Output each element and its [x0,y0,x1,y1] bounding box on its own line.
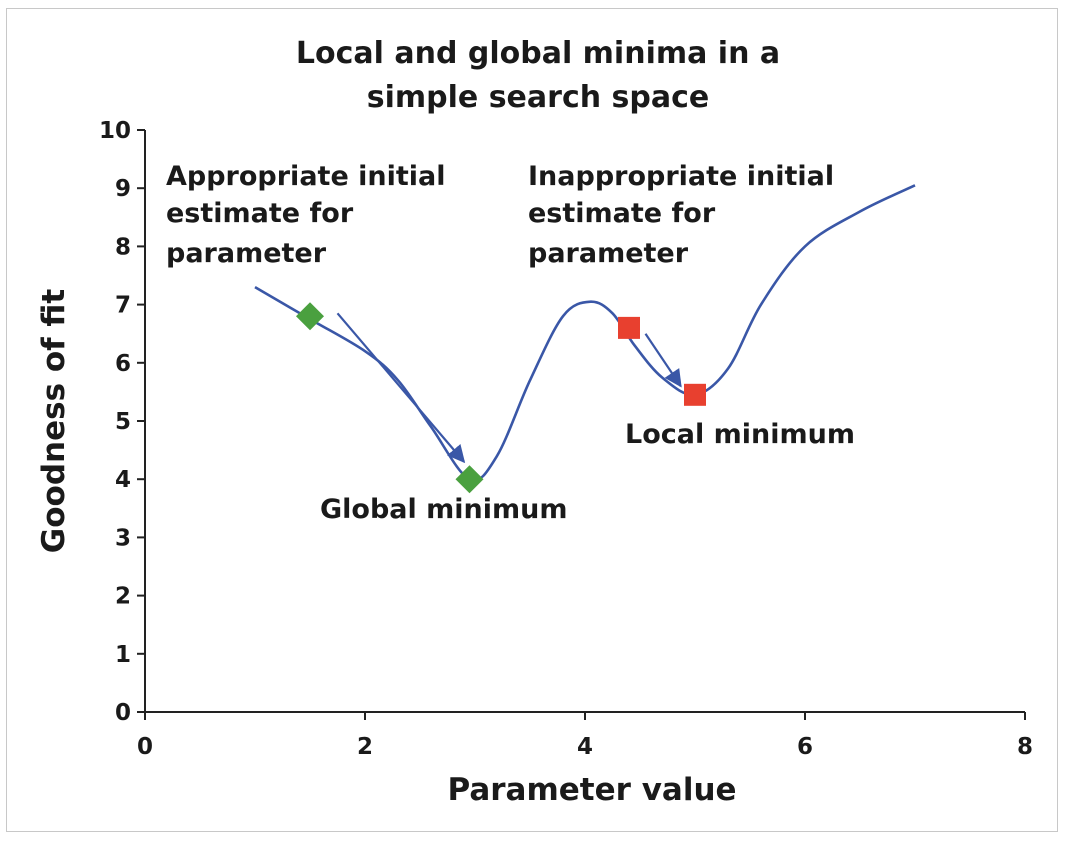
x-ticks: 0 2 4 6 8 [137,712,1033,760]
chart-title-line-1: Local and global minima in a [296,36,780,71]
chart-title: Local and global minima in a simple sear… [296,36,780,115]
annotation-inappropriate-line-3: parameter [528,238,689,269]
y-tick-label: 6 [115,351,131,377]
y-tick-label: 0 [115,700,131,726]
x-tick-label: 0 [137,734,153,760]
annotations: Appropriate initial estimate for paramet… [166,161,855,525]
y-tick-label: 2 [115,584,131,610]
x-tick-label: 4 [577,734,593,760]
local-minimum-marker [684,384,706,406]
x-axis-label: Parameter value [447,772,736,808]
annotation-appropriate-line-1: Appropriate initial [166,161,446,192]
annotation-local-minimum: Local minimum [625,419,855,450]
y-ticks: 0 1 2 3 4 5 6 7 8 9 10 [99,118,145,726]
y-tick-label: 9 [115,176,131,202]
y-tick-label: 8 [115,234,131,260]
inappropriate-estimate-marker [618,317,640,339]
chart-title-line-2: simple search space [367,80,709,115]
annotation-global-minimum: Global minimum [320,494,568,525]
x-tick-label: 6 [797,734,813,760]
y-tick-label: 7 [115,293,131,319]
annotation-appropriate: Appropriate initial estimate for paramet… [166,161,446,269]
annotation-inappropriate-line-2: estimate for [528,198,716,229]
annotation-appropriate-line-3: parameter [166,238,327,269]
annotation-appropriate-line-2: estimate for [166,198,354,229]
annotation-inappropriate: Inappropriate initial estimate for param… [528,161,834,269]
x-tick-label: 2 [357,734,373,760]
x-tick-label: 8 [1017,734,1033,760]
y-tick-label: 5 [115,409,131,435]
markers [296,302,706,493]
y-tick-label: 3 [115,525,131,551]
y-tick-label: 10 [99,118,131,144]
y-tick-label: 1 [115,642,131,668]
y-axis-label: Goodness of fit [36,289,72,554]
y-tick-label: 4 [115,467,131,493]
annotation-inappropriate-line-1: Inappropriate initial [528,161,834,192]
arrow-to-global-minimum [338,313,465,461]
